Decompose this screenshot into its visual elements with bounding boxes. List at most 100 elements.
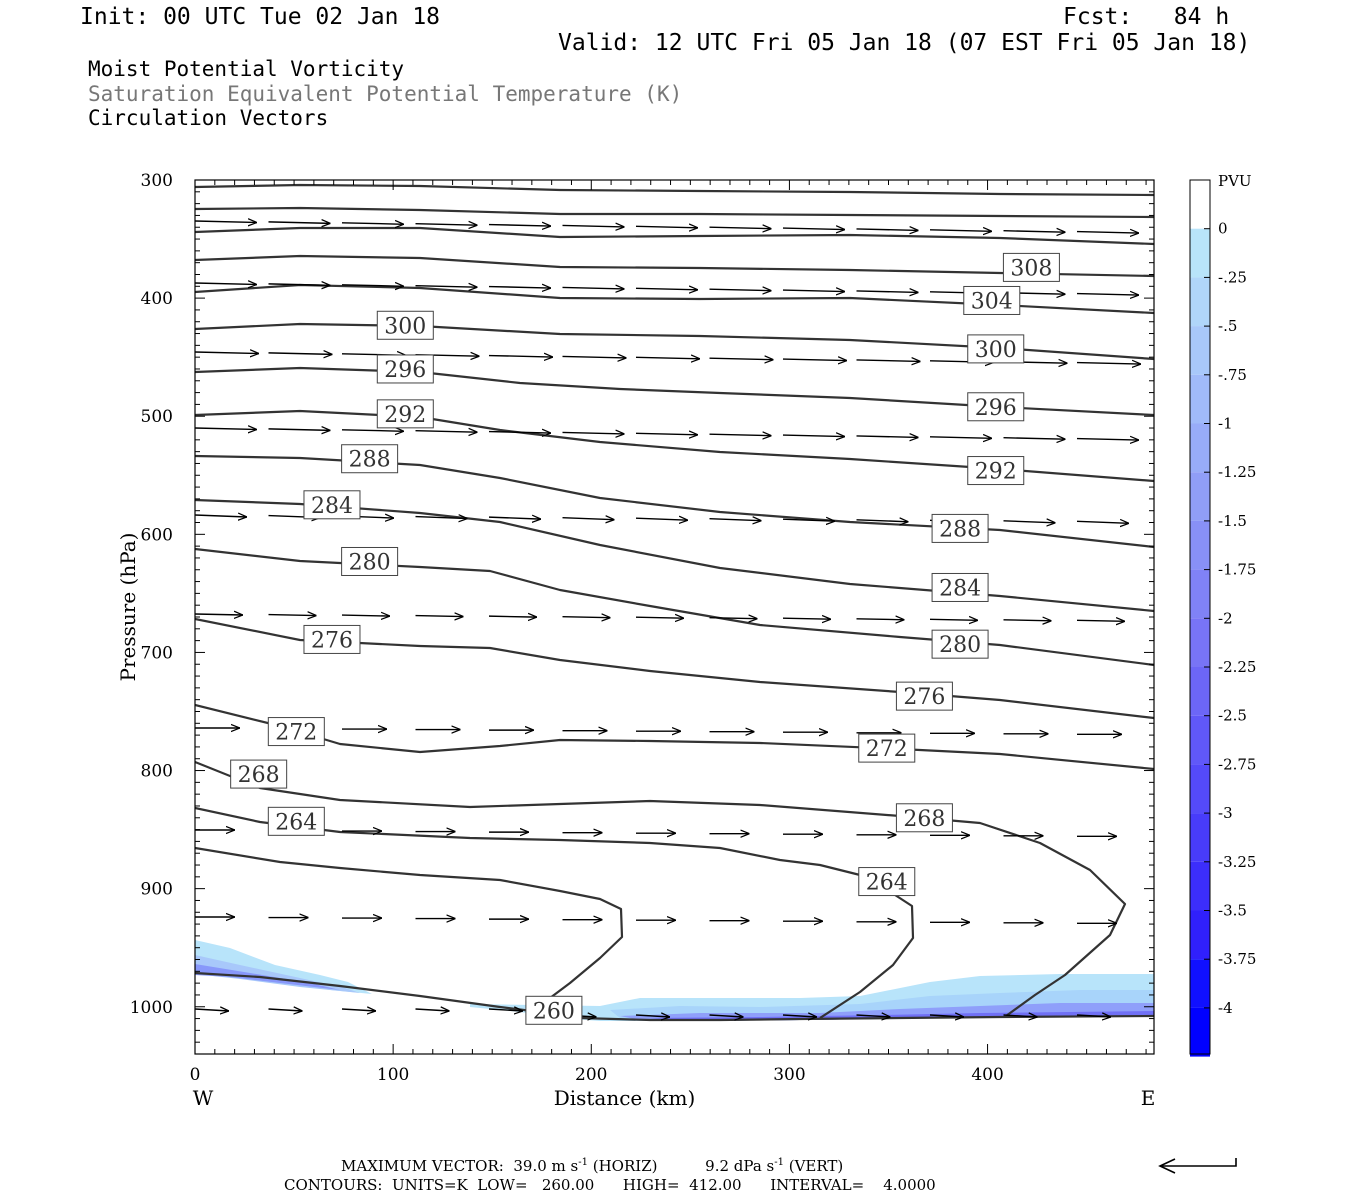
vector-18 bbox=[562, 287, 625, 289]
vector-8 bbox=[782, 228, 845, 230]
vector-40 bbox=[268, 429, 331, 431]
colorbar-label: -4 bbox=[1218, 999, 1233, 1017]
contour-label: 288 bbox=[939, 517, 981, 542]
colorbar-cell bbox=[1190, 520, 1210, 570]
colorbar-label: -1.75 bbox=[1218, 561, 1256, 579]
vector-42 bbox=[415, 431, 478, 433]
vector-35 bbox=[856, 360, 921, 362]
title-vectors: Circulation Vectors bbox=[88, 106, 329, 130]
contour-info: CONTOURS: UNITS=K LOW= 260.00 HIGH= 412.… bbox=[284, 1176, 936, 1194]
vector-31 bbox=[562, 356, 627, 358]
vector-69 bbox=[488, 616, 537, 617]
vector-2 bbox=[341, 223, 404, 225]
vector-25 bbox=[1076, 294, 1139, 296]
vector-123 bbox=[635, 1015, 670, 1017]
contour-label: 296 bbox=[384, 358, 426, 383]
colorbar-label: -1.5 bbox=[1218, 512, 1247, 530]
contour-label-box bbox=[376, 399, 434, 429]
vector-33 bbox=[709, 358, 774, 360]
colorbar-label: -2.25 bbox=[1218, 658, 1256, 676]
vector-68 bbox=[415, 616, 464, 617]
max-vector-arrow bbox=[1158, 1158, 1237, 1174]
vector-27 bbox=[268, 353, 333, 355]
contour-label-box bbox=[376, 354, 434, 384]
vector-45 bbox=[635, 433, 698, 435]
colorbar-label: -3.5 bbox=[1218, 902, 1247, 920]
vector-32 bbox=[635, 357, 700, 359]
contour-label-box bbox=[967, 334, 1025, 364]
x-tick-label: 300 bbox=[773, 1065, 805, 1085]
vector-70 bbox=[562, 617, 611, 618]
vector-21 bbox=[782, 290, 845, 292]
colorbar-label: -.5 bbox=[1218, 317, 1237, 335]
vector-64 bbox=[1076, 521, 1129, 523]
valid-time: Valid: 12 UTC Fri 05 Jan 18 (07 EST Fri … bbox=[558, 30, 1251, 56]
vector-38 bbox=[1076, 363, 1141, 365]
contour-label: 276 bbox=[903, 685, 945, 710]
vector-34 bbox=[782, 359, 847, 361]
vector-128 bbox=[1003, 1015, 1038, 1017]
colorbar-cell bbox=[1190, 569, 1210, 619]
contour-label-box bbox=[895, 803, 953, 833]
contour-labels: 308 304 300 300 296 296 292 292 288 288 284 284 280 2… bbox=[230, 252, 1060, 1025]
colorbar-label: -1.25 bbox=[1218, 463, 1256, 481]
colorbar-cell bbox=[1190, 715, 1210, 765]
contour-label-box bbox=[525, 995, 583, 1025]
vector-12 bbox=[1076, 232, 1139, 234]
vector-125 bbox=[782, 1015, 817, 1017]
colorbar-cell bbox=[1190, 618, 1210, 667]
colorbar-cell bbox=[1190, 764, 1210, 814]
contour-label-box bbox=[1002, 252, 1060, 282]
contour-label-box bbox=[931, 513, 989, 543]
contour-label: 264 bbox=[866, 871, 908, 896]
contour-label: 272 bbox=[275, 721, 317, 746]
vector-72 bbox=[709, 618, 758, 619]
colorbar-cell bbox=[1190, 277, 1210, 327]
colorbar-unit: PVU bbox=[1218, 172, 1252, 190]
colorbar-label: -3.75 bbox=[1218, 950, 1256, 968]
theta-contour-14 bbox=[195, 806, 915, 1019]
x-tick-label: 100 bbox=[377, 1065, 409, 1085]
y-tick-label: 700 bbox=[141, 643, 173, 663]
colorbar-label: -1 bbox=[1218, 415, 1233, 433]
colorbar-cell bbox=[1190, 472, 1210, 521]
y-tick-label: 800 bbox=[141, 762, 173, 782]
colorbar-label: -.75 bbox=[1218, 366, 1247, 384]
contour-label-box bbox=[858, 867, 916, 897]
vector-77 bbox=[1076, 620, 1125, 621]
vector-0 bbox=[195, 221, 257, 223]
vector-75 bbox=[929, 619, 978, 620]
vector-14 bbox=[268, 284, 331, 286]
colorbar-label: -2.5 bbox=[1218, 707, 1247, 725]
vector-129 bbox=[1076, 1015, 1111, 1017]
vector-50 bbox=[1003, 438, 1066, 440]
y-tick-label: 1000 bbox=[130, 998, 173, 1018]
colorbar-label: -.25 bbox=[1218, 268, 1247, 286]
colorbar-cell bbox=[1190, 959, 1210, 1008]
vector-6 bbox=[635, 226, 698, 228]
forecast-hour: Fcst: 84 h bbox=[1063, 4, 1230, 30]
vector-30 bbox=[488, 356, 553, 358]
colorbar-label: -2 bbox=[1218, 609, 1233, 627]
vector-19 bbox=[635, 288, 698, 290]
vector-67 bbox=[341, 615, 390, 616]
contour-label: 260 bbox=[533, 999, 575, 1024]
east-label: E bbox=[1141, 1086, 1156, 1110]
colorbar-label: -3 bbox=[1218, 804, 1233, 822]
max-vector-note: MAXIMUM VECTOR: 39.0 m s-1 (HORIZ) 9.2 d… bbox=[341, 1157, 844, 1175]
y-tick-label: 600 bbox=[141, 525, 173, 545]
contour-label-box bbox=[963, 285, 1021, 315]
contour-label-box bbox=[376, 310, 434, 340]
theta-contour-6 bbox=[195, 366, 1154, 417]
vector-51 bbox=[1076, 439, 1139, 441]
contour-label: 300 bbox=[975, 338, 1017, 363]
colorbar-label: 0 bbox=[1218, 220, 1228, 238]
contour-label-box bbox=[303, 490, 361, 520]
axes: 0 100 200 300 400 300 400 500 600 700 800 900 1000 Di… bbox=[116, 171, 1155, 1110]
colorbar-cell bbox=[1190, 326, 1210, 375]
vector-66 bbox=[268, 615, 317, 616]
vector-73 bbox=[782, 618, 831, 619]
vector-46 bbox=[709, 434, 772, 436]
vector-1 bbox=[268, 222, 331, 224]
contour-label-box bbox=[303, 624, 361, 654]
